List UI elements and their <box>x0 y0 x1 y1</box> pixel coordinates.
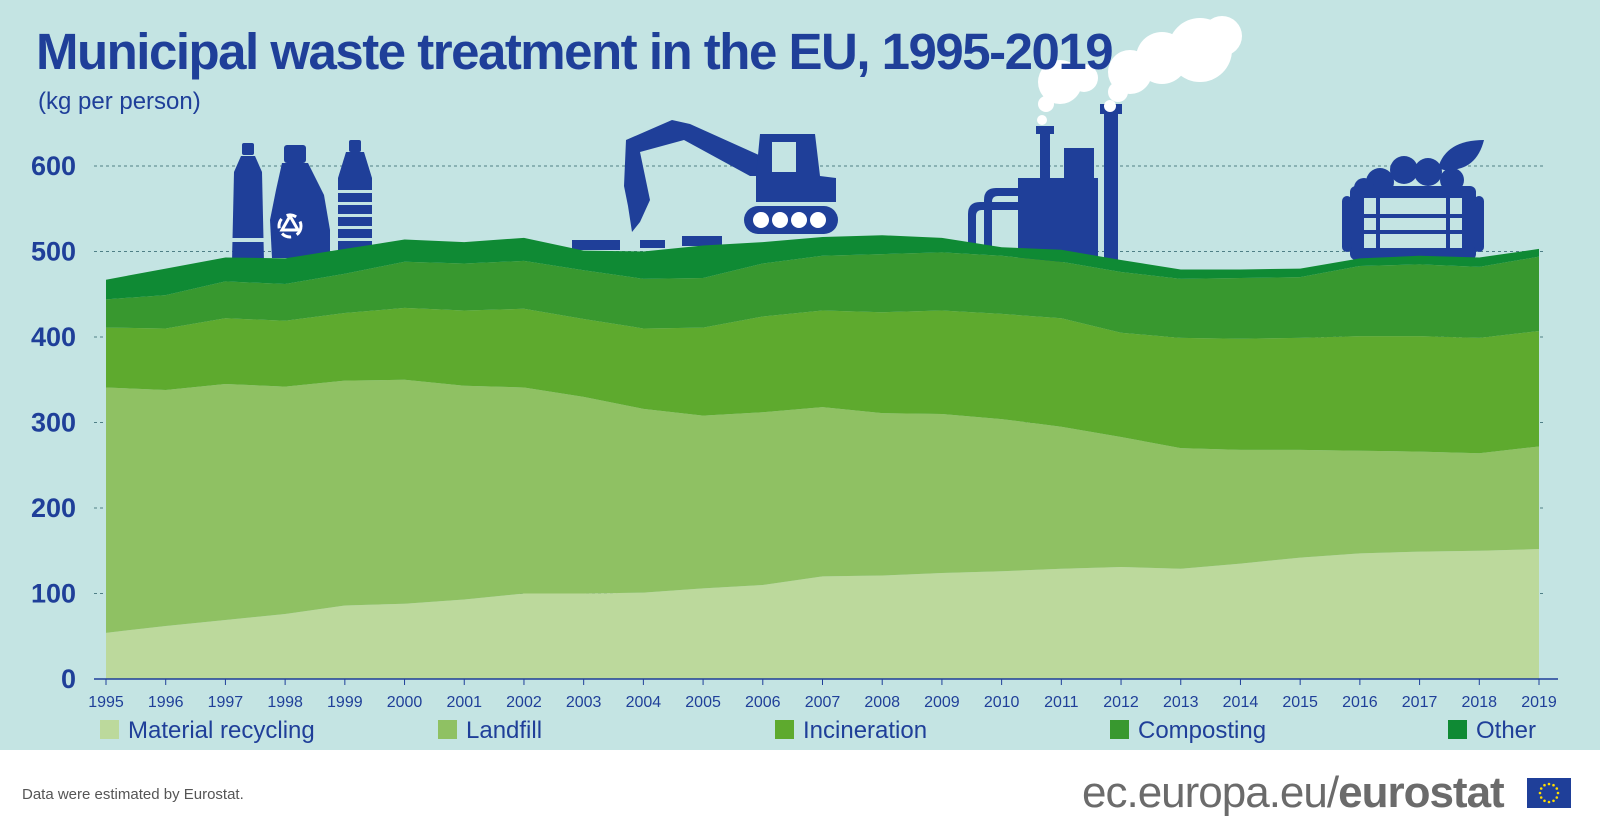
x-tick-label: 2012 <box>1103 694 1139 711</box>
brand-domain: ec.europa.eu/ <box>1082 768 1339 817</box>
legend-label: Composting <box>1138 717 1266 744</box>
legend-swatch <box>775 720 794 739</box>
eu-flag-icon <box>1527 778 1571 808</box>
axes <box>94 678 1558 685</box>
brand-name: eurostat <box>1338 768 1505 817</box>
legend-label: Material recycling <box>128 717 315 744</box>
x-tick-labels: 1995 1996 1997 1998 1999 2000 2001 2002 2003 2004… <box>88 694 1557 711</box>
eu-star <box>1539 796 1543 799</box>
eu-star <box>1539 787 1543 790</box>
eu-star <box>1552 799 1555 803</box>
eu-star <box>1555 796 1559 799</box>
x-tick-label: 2010 <box>984 694 1020 711</box>
legend-item: Other <box>1448 717 1536 744</box>
legend-label: Landfill <box>466 717 542 744</box>
legend: Material recycling Landfill Incineration Co… <box>100 717 1536 744</box>
footer-note: Data were estimated by Eurostat. <box>22 786 244 803</box>
eu-star <box>1543 783 1546 787</box>
x-tick-label: 2013 <box>1163 694 1199 711</box>
recycling-symbol-icon <box>277 212 303 239</box>
area-composting <box>106 252 1539 339</box>
smoke-icon <box>1037 16 1242 125</box>
chart-subtitle: (kg per person) <box>38 88 201 115</box>
y-tick-label: 100 <box>31 579 76 609</box>
x-tick-label: 2016 <box>1342 694 1378 711</box>
x-tick-label: 1995 <box>88 694 124 711</box>
factory-icon <box>968 104 1122 262</box>
x-tick-label: 2006 <box>745 694 781 711</box>
x-tick-label: 2008 <box>864 694 900 711</box>
legend-item: Composting <box>1110 717 1266 744</box>
x-tick-label: 2003 <box>566 694 602 711</box>
compost-bin-icon <box>1342 156 1484 260</box>
eu-star <box>1543 799 1546 803</box>
x-tick-label: 2015 <box>1282 694 1318 711</box>
legend-swatch <box>100 720 119 739</box>
x-tick-label: 1997 <box>208 694 244 711</box>
eu-star <box>1547 800 1551 804</box>
y-tick-label: 0 <box>61 664 76 694</box>
x-tick-label: 2011 <box>1044 694 1079 711</box>
y-tick-label: 400 <box>31 322 76 352</box>
x-tick-label: 1999 <box>327 694 363 711</box>
x-tick-label: 2019 <box>1521 694 1557 711</box>
x-tick-label: 2002 <box>506 694 542 711</box>
x-tick-label: 2004 <box>626 694 662 711</box>
eu-star <box>1555 787 1559 790</box>
legend-item: Landfill <box>438 717 542 744</box>
area-material-recycling <box>106 549 1539 679</box>
x-tick-label: 1996 <box>148 694 184 711</box>
area-landfill <box>106 379 1539 633</box>
legend-swatch <box>438 720 457 739</box>
chart-title: Municipal waste treatment in the EU, 199… <box>36 23 1114 80</box>
legend-item: Material recycling <box>100 717 315 744</box>
eu-star <box>1552 783 1555 787</box>
stacked-areas <box>106 235 1539 679</box>
x-tick-label: 2007 <box>805 694 841 711</box>
area-chart: 0 100 200 300 400 500 600 1995 1996 1997 1998 1999… <box>31 16 1558 744</box>
area-incineration <box>106 307 1539 454</box>
legend-label: Other <box>1476 717 1536 744</box>
x-tick-label: 2017 <box>1402 694 1438 711</box>
x-tick-label: 2001 <box>446 694 482 711</box>
x-tick-label: 2014 <box>1223 694 1259 711</box>
eu-star <box>1538 791 1542 795</box>
legend-swatch <box>1110 720 1129 739</box>
y-tick-labels: 0 100 200 300 400 500 600 <box>31 151 76 694</box>
x-tick-label: 2009 <box>924 694 960 711</box>
eurostat-link[interactable]: ec.europa.eu/eurostat <box>1082 768 1505 818</box>
legend-swatch <box>1448 720 1467 739</box>
x-tick-label: 2000 <box>387 694 423 711</box>
illustrations <box>232 16 1484 262</box>
eu-star <box>1547 782 1551 786</box>
eu-star <box>1556 791 1560 795</box>
legend-item: Incineration <box>775 717 927 744</box>
excavator-icon <box>572 120 838 250</box>
area-other <box>106 235 1539 300</box>
y-tick-label: 600 <box>31 151 76 181</box>
x-tick-label: 1998 <box>267 694 303 711</box>
y-tick-label: 500 <box>31 237 76 267</box>
y-tick-label: 200 <box>31 493 76 523</box>
leaf-icon <box>1438 140 1484 171</box>
x-tick-label: 2005 <box>685 694 721 711</box>
x-tick-label: 2018 <box>1461 694 1497 711</box>
bottles-icon <box>232 140 372 262</box>
y-tick-label: 300 <box>31 408 76 438</box>
legend-label: Incineration <box>803 717 927 744</box>
